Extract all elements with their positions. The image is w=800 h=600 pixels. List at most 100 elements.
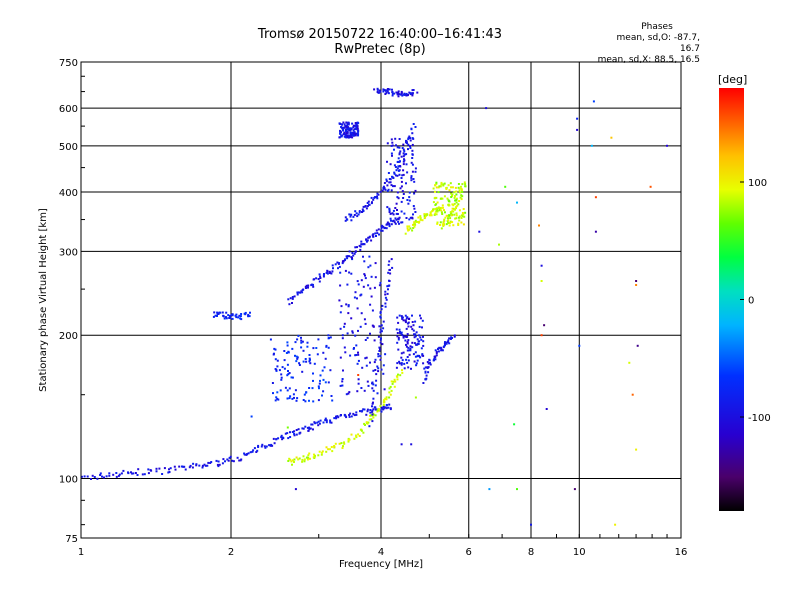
cluster-point xyxy=(448,222,451,224)
cluster-point xyxy=(400,210,403,213)
trace-point xyxy=(391,88,393,91)
trace-point xyxy=(238,314,241,317)
x-tick-label: 4 xyxy=(378,547,384,558)
cluster-point xyxy=(271,382,274,384)
trace-point xyxy=(409,227,412,230)
trace-point xyxy=(342,445,344,448)
trace-point xyxy=(385,404,388,407)
trace-point xyxy=(251,450,254,453)
cluster-point xyxy=(462,213,465,216)
trace-point xyxy=(411,94,414,97)
trace-point xyxy=(382,403,385,406)
cluster-point xyxy=(413,342,416,345)
trace-point xyxy=(404,232,407,235)
cluster-point xyxy=(415,364,418,367)
cluster-point xyxy=(395,144,397,147)
cluster-point xyxy=(341,334,344,337)
trace-point xyxy=(381,229,384,232)
cluster-point xyxy=(342,121,345,124)
trace-point xyxy=(388,387,391,390)
cluster-point xyxy=(354,134,357,137)
cluster-point xyxy=(417,340,420,343)
trace-point xyxy=(173,465,176,468)
trace-point xyxy=(319,275,322,278)
cluster-point xyxy=(386,189,389,192)
trace-point xyxy=(323,273,325,275)
cluster-point xyxy=(274,348,277,351)
trace-point xyxy=(448,342,451,345)
trace-point xyxy=(105,475,108,478)
cluster-point xyxy=(382,327,385,330)
cluster-point xyxy=(413,360,416,363)
trace-point xyxy=(358,435,361,437)
cluster-point xyxy=(441,223,444,226)
trace-point xyxy=(417,216,420,219)
trace-point xyxy=(381,225,384,228)
cluster-point xyxy=(386,206,389,209)
trace-point xyxy=(293,461,295,463)
trace-point xyxy=(216,463,219,466)
cluster-point xyxy=(382,372,385,375)
cluster-point xyxy=(401,190,404,193)
cluster-point xyxy=(357,129,360,132)
cluster-point xyxy=(357,353,360,356)
cluster-point xyxy=(440,209,443,212)
trace-point xyxy=(392,380,395,383)
cluster-point xyxy=(281,366,284,369)
trace-point xyxy=(380,407,383,410)
cluster-point xyxy=(301,370,304,373)
cluster-point xyxy=(344,136,347,139)
cluster-point xyxy=(448,189,451,192)
trace-point xyxy=(352,215,355,218)
trace-point xyxy=(453,334,456,337)
trace-point xyxy=(388,225,391,228)
cluster-point xyxy=(415,362,418,365)
trace-point xyxy=(143,473,146,476)
cluster-point xyxy=(347,392,350,395)
trace-point xyxy=(96,477,99,480)
trace-point xyxy=(383,407,386,410)
trace-point xyxy=(384,93,387,95)
trace-point xyxy=(275,438,278,441)
cluster-point xyxy=(451,221,454,224)
trace-point xyxy=(305,284,308,287)
cluster-point xyxy=(309,358,311,361)
cluster-point xyxy=(302,360,305,363)
trace-point xyxy=(141,473,144,476)
trace-point xyxy=(249,311,251,314)
cluster-point xyxy=(343,346,346,349)
trace-point xyxy=(183,465,186,468)
trace-point xyxy=(384,397,387,400)
cluster-point xyxy=(351,256,353,259)
cluster-point xyxy=(286,341,289,344)
cluster-point xyxy=(411,216,414,219)
cluster-point xyxy=(396,362,399,365)
cluster-point xyxy=(396,209,398,211)
trace-point xyxy=(379,404,382,407)
cluster-point xyxy=(441,213,444,215)
cluster-point xyxy=(402,335,405,338)
cluster-point xyxy=(352,134,355,137)
cluster-point xyxy=(359,325,362,328)
cluster-point xyxy=(327,381,330,384)
cluster-point xyxy=(371,382,373,385)
cluster-point xyxy=(352,129,355,132)
trace-point xyxy=(301,291,304,294)
trace-point xyxy=(312,283,314,286)
y-tick-label: 100 xyxy=(59,475,78,486)
cluster-point xyxy=(395,366,398,369)
trace-point xyxy=(419,215,422,218)
trace-point xyxy=(405,92,408,95)
trace-point xyxy=(353,437,356,440)
scatter-point xyxy=(286,426,289,429)
trace-point xyxy=(78,475,80,477)
cluster-point xyxy=(379,358,382,361)
cluster-point xyxy=(322,378,325,381)
trace-point xyxy=(330,272,333,275)
cluster-point xyxy=(400,362,403,365)
trace-point xyxy=(374,232,377,235)
cluster-point xyxy=(411,143,414,146)
trace-point xyxy=(384,296,387,299)
cluster-point xyxy=(420,338,423,341)
trace-point xyxy=(391,94,394,97)
